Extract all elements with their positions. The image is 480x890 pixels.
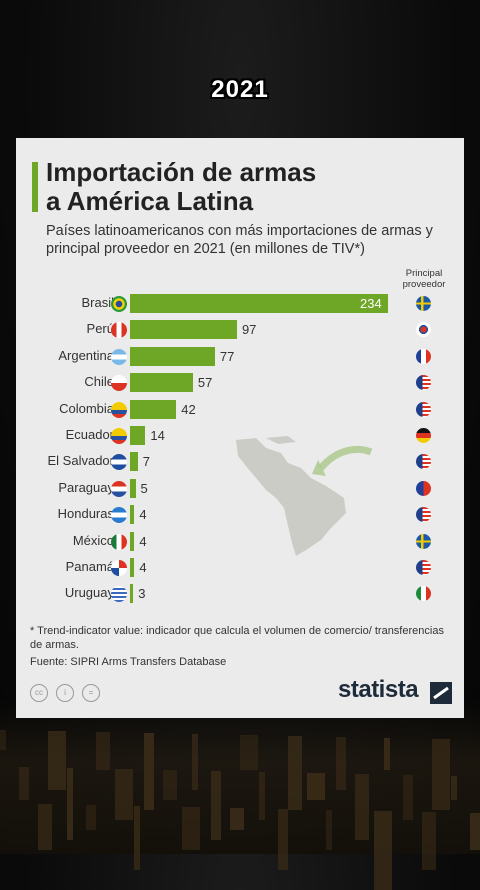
usa-supplier-flag-icon [416, 401, 431, 417]
el-salvador-flag-icon [111, 454, 127, 471]
country-label: Honduras [57, 506, 114, 522]
bar [130, 320, 237, 340]
bar-value-label: 234 [360, 296, 382, 311]
source-note: Fuente: SIPRI Arms Transfers Database [30, 656, 227, 668]
country-label: Chile [84, 374, 114, 390]
title-line-2: a América Latina [46, 186, 254, 216]
country-label: Colombia [59, 400, 114, 416]
bar-value-label: 4 [139, 507, 147, 523]
taiwan-supplier-flag-icon [416, 480, 431, 496]
bar [130, 373, 193, 393]
usa-supplier-flag-icon [416, 454, 431, 470]
bar [130, 294, 388, 313]
bar [130, 346, 215, 366]
south-korea-supplier-flag-icon [416, 322, 431, 338]
colombia-flag-icon [111, 401, 127, 418]
bar [130, 531, 135, 551]
bar [130, 426, 146, 445]
mexico-flag-icon [111, 533, 127, 550]
attribution-icon: i [56, 684, 74, 702]
country-label: México [72, 532, 114, 548]
no-derivatives-icon: = [82, 684, 100, 702]
bar-value-label: 4 [139, 533, 147, 549]
country-label: Uruguay [64, 585, 114, 601]
bar [130, 399, 177, 419]
ecuador-flag-icon [111, 428, 127, 444]
title-accent-bar [32, 162, 38, 212]
chart-title: Importación de armas a América Latina [46, 158, 446, 216]
italy-supplier-flag-icon [416, 586, 431, 602]
sweden-supplier-flag-icon [416, 296, 431, 311]
footnote: * Trend-indicator value: indicador que c… [30, 625, 444, 651]
bar-value-label: 97 [241, 322, 257, 338]
infographic-card: Importación de armas a América Latina Pa… [16, 138, 464, 718]
usa-supplier-flag-icon [416, 507, 431, 523]
france-supplier-flag-icon [416, 348, 431, 364]
latin-america-map-icon [236, 436, 373, 556]
bar-value-label: 77 [219, 348, 235, 364]
panama-flag-icon [111, 560, 127, 576]
bar-value-label: 42 [181, 401, 196, 417]
year-label: 2021 [211, 76, 269, 103]
honduras-flag-icon [111, 507, 127, 524]
usa-supplier-flag-icon [416, 560, 431, 575]
statista-logo: statista [338, 676, 419, 703]
country-label: Panamá [65, 559, 114, 574]
cc-license-icon: cc [30, 684, 48, 702]
chart-subtitle: Países latinoamericanos con más importac… [46, 223, 433, 257]
country-label: Paraguay [58, 479, 114, 495]
paraguay-flag-icon [111, 480, 127, 497]
bar-value-label: 57 [197, 375, 213, 391]
brazil-flag-icon [111, 296, 127, 312]
provider-column-header: Principal proveedor [402, 268, 446, 290]
sweden-supplier-flag-icon [416, 533, 431, 549]
bar [130, 478, 136, 498]
usa-supplier-flag-icon [416, 375, 431, 391]
bar-value-label: 5 [140, 480, 148, 496]
argentina-flag-icon [111, 348, 127, 365]
bar [130, 505, 135, 525]
germany-supplier-flag-icon [416, 428, 431, 443]
bar-value-label: 3 [138, 586, 146, 602]
bar-value-label: 14 [150, 428, 165, 443]
title-line-1: Importación de armas [46, 157, 317, 187]
peru-flag-icon [111, 322, 127, 339]
country-label: Argentina [58, 347, 114, 363]
bar-value-label: 7 [142, 454, 150, 470]
bar [130, 558, 135, 577]
uruguay-flag-icon [111, 586, 127, 603]
country-label: Brasil [81, 295, 114, 310]
bar [130, 584, 134, 604]
bar-chart: Brasil 234 Perú 97 Argentina 77 Chile 57 Colombi… [16, 286, 464, 606]
statista-logo-icon [430, 682, 452, 704]
country-label: El Salvador [47, 453, 114, 469]
country-label: Perú [86, 321, 114, 337]
bar [130, 452, 138, 472]
city-background [0, 700, 480, 890]
country-label: Ecuador [65, 427, 114, 442]
chile-flag-icon [111, 375, 127, 392]
bar-value-label: 4 [139, 560, 147, 575]
